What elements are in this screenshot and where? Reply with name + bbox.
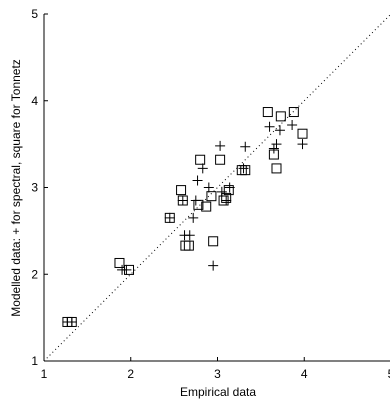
tonnetz-square-marker <box>271 163 282 174</box>
x-tick-label: 4 <box>301 367 308 381</box>
tonnetz-square-marker <box>66 316 77 327</box>
tonnetz-square-marker <box>297 128 308 139</box>
tonnetz-square-marker <box>215 154 226 165</box>
tick-layer: 1 2 3 4 5 1 2 3 4 5 <box>31 7 390 381</box>
x-tick-label: 3 <box>214 367 221 381</box>
x-tick-label: 2 <box>127 367 134 381</box>
tonnetz-square-marker <box>201 201 212 212</box>
spectral-plus-marker <box>164 212 175 223</box>
x-tick-label: 5 <box>388 367 390 381</box>
tonnetz-square-marker <box>221 192 232 203</box>
tonnetz-square-marker <box>195 154 206 165</box>
y-tick-label: 5 <box>31 7 38 21</box>
tonnetz-square-marker <box>208 236 219 247</box>
tonnetz-square-marker <box>176 185 187 196</box>
spectral-plus-marker <box>192 175 203 186</box>
y-tick-label: 4 <box>31 94 38 108</box>
tonnetz-square-marker <box>288 107 299 118</box>
spectral-plus-marker <box>240 141 251 152</box>
x-axis-label: Empirical data <box>180 385 256 399</box>
spectral-plus-marker <box>287 120 298 131</box>
x-tick-label: 1 <box>41 367 48 381</box>
spectral-plus-marker <box>188 212 199 223</box>
tonnetz-square-marker <box>164 212 175 223</box>
spectral-plus-marker <box>268 143 279 154</box>
spectral-plus-marker <box>274 125 285 136</box>
tonnetz-square-marker <box>218 195 229 206</box>
y-tick-label: 1 <box>31 354 38 368</box>
spectral-plus-marker <box>297 139 308 150</box>
tonnetz-square-marker <box>114 257 125 268</box>
tonnetz-square-marker <box>275 111 286 122</box>
spectral-plus-marker <box>121 264 132 275</box>
tonnetz-square-marker <box>124 264 135 275</box>
spectral-plus-marker <box>184 230 195 241</box>
spectral-plus-marker <box>271 139 282 150</box>
reference-line-layer <box>43 14 390 362</box>
spectral-plus-marker <box>238 163 249 174</box>
spectral-plus-marker <box>264 121 275 132</box>
diagonal-reference-line <box>43 14 390 362</box>
y-tick-label: 3 <box>31 181 38 195</box>
spectral-plus-marker <box>177 195 188 206</box>
tonnetz-square-marker <box>268 149 279 160</box>
marker-layer <box>62 107 308 327</box>
spectral-plus-marker <box>203 182 214 193</box>
tonnetz-square-marker <box>177 195 188 206</box>
spectral-plus-marker <box>208 260 219 271</box>
spectral-plus-marker <box>221 195 232 206</box>
spectral-plus-marker <box>215 140 226 151</box>
tonnetz-square-marker <box>223 185 234 196</box>
y-tick-label: 2 <box>31 267 38 281</box>
tonnetz-square-marker <box>206 191 217 202</box>
spectral-plus-marker <box>197 163 208 174</box>
tonnetz-square-marker <box>240 165 251 176</box>
tonnetz-square-marker <box>262 107 273 118</box>
y-axis-label: Modelled data: + for spectral, square fo… <box>9 59 23 317</box>
tonnetz-square-marker <box>193 199 204 210</box>
tonnetz-square-marker <box>183 240 194 251</box>
